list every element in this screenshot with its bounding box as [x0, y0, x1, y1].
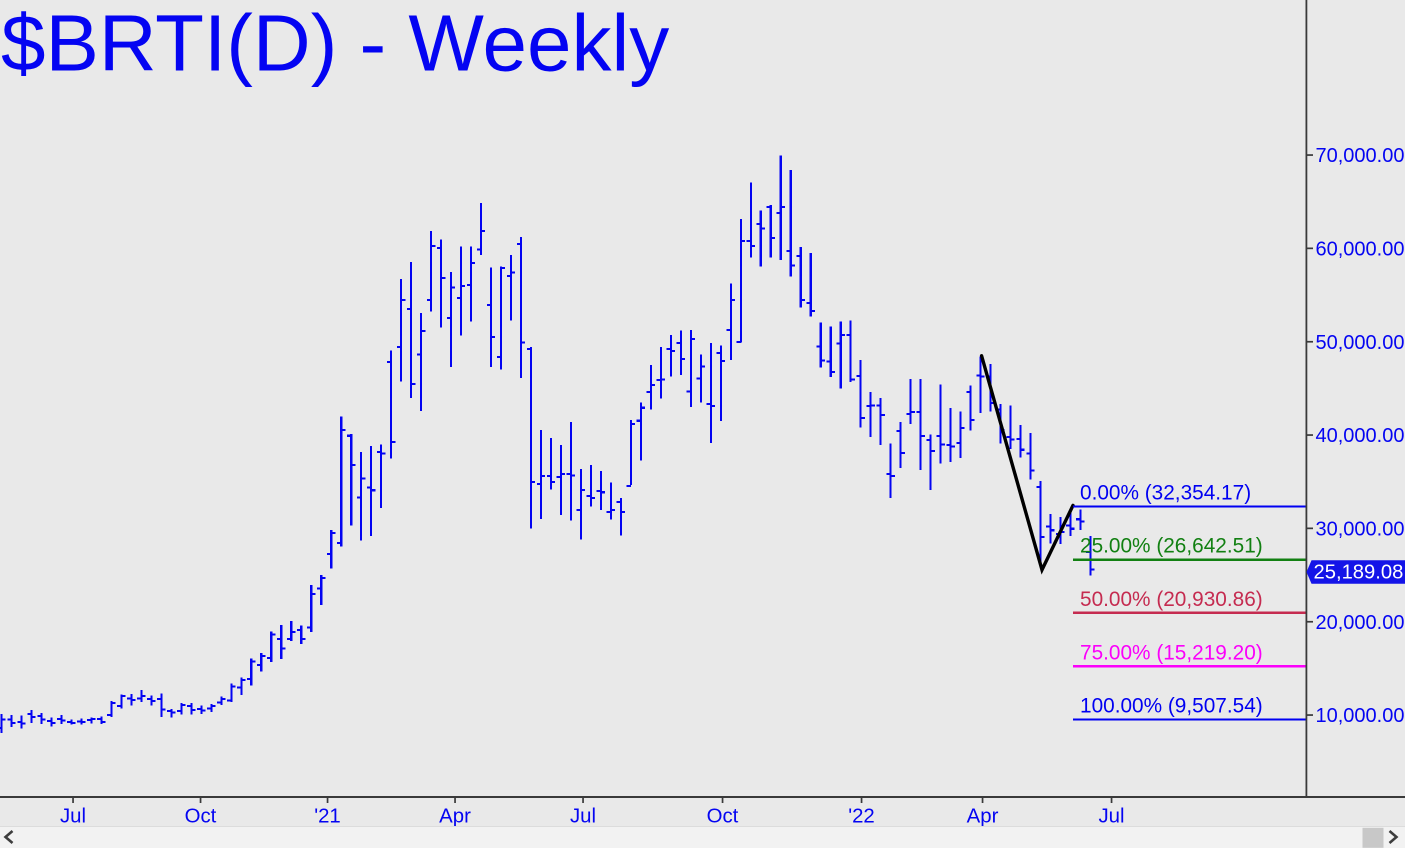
svg-text:30,000.00: 30,000.00 — [1316, 519, 1405, 541]
svg-text:75.00% (15,219.20): 75.00% (15,219.20) — [1080, 641, 1263, 664]
svg-text:Jul: Jul — [60, 806, 86, 828]
svg-text:'21: '21 — [314, 806, 341, 828]
svg-text:'22: '22 — [848, 806, 875, 828]
svg-text:25.00% (26,642.51): 25.00% (26,642.51) — [1080, 535, 1263, 558]
svg-text:10,000.00: 10,000.00 — [1316, 705, 1405, 727]
svg-text:60,000.00: 60,000.00 — [1316, 239, 1405, 261]
svg-text:40,000.00: 40,000.00 — [1316, 425, 1405, 447]
svg-text:Oct: Oct — [185, 806, 217, 828]
svg-text:50,000.00: 50,000.00 — [1316, 332, 1405, 354]
svg-text:20,000.00: 20,000.00 — [1316, 612, 1405, 634]
svg-text:Oct: Oct — [707, 806, 739, 828]
svg-text:Apr: Apr — [967, 806, 999, 828]
svg-text:25,189.08: 25,189.08 — [1314, 562, 1404, 584]
svg-text:$BRTI(D) - Weekly: $BRTI(D) - Weekly — [1, 0, 669, 88]
svg-text:Jul: Jul — [1098, 806, 1124, 828]
svg-text:50.00% (20,930.86): 50.00% (20,930.86) — [1080, 588, 1263, 611]
svg-text:100.00% (9,507.54): 100.00% (9,507.54) — [1080, 695, 1263, 718]
svg-text:Apr: Apr — [439, 806, 471, 828]
svg-text:Jul: Jul — [570, 806, 596, 828]
svg-text:0.00% (32,354.17): 0.00% (32,354.17) — [1080, 481, 1251, 504]
svg-text:70,000.00: 70,000.00 — [1316, 145, 1405, 167]
